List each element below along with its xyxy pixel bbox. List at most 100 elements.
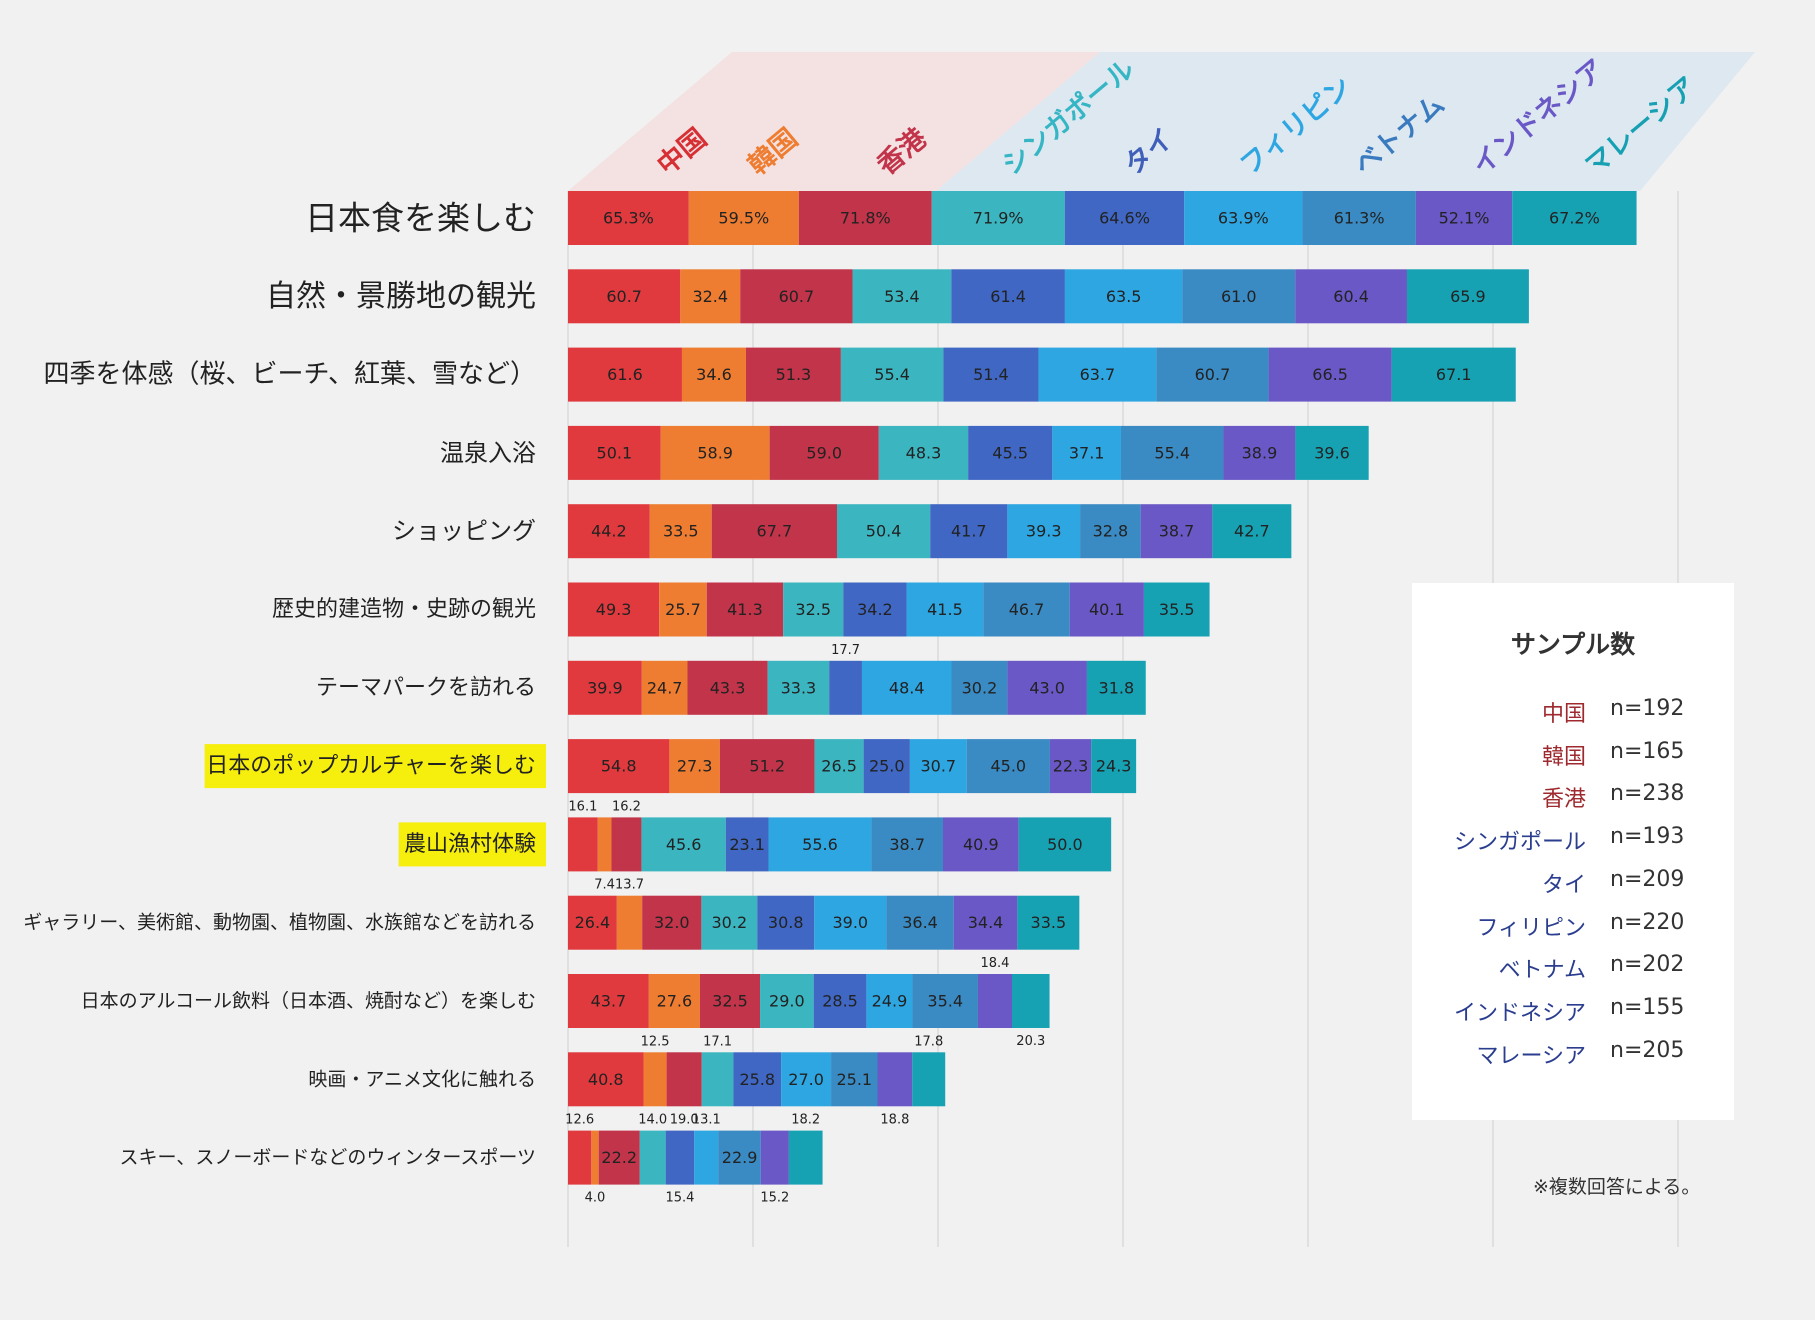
legend-country-name: 中国 (1541, 702, 1586, 727)
bar-value-label: 32.0 (654, 913, 690, 932)
bar-segment (760, 1130, 789, 1185)
bar-row: 温泉入浴 50.1 58.9 59.0 48.3 45.5 37.1 55.4 38.9 39.6 (440, 425, 1369, 480)
bar-value-label: 39.3 (1026, 522, 1062, 541)
bar-value-label: 65.9 (1450, 287, 1486, 306)
legend-sample-size: n=209 (1610, 866, 1685, 892)
bar-segment (968, 425, 1053, 480)
bar-value-label: 40.9 (963, 835, 999, 854)
bar-segment (568, 191, 689, 245)
bar-value-label: 42.7 (1234, 522, 1270, 541)
bar-value-label: 27.3 (677, 757, 713, 776)
bar-segment (1007, 504, 1081, 559)
bar-value-label: 31.8 (1099, 678, 1135, 697)
bar-value-label: 13.7 (615, 878, 644, 893)
bar-value-label: 7.4 (594, 877, 615, 892)
bar-segment (863, 739, 910, 794)
bar-segment (616, 895, 643, 950)
bar-value-label: 50.4 (866, 522, 902, 541)
southeast-asia-header-band (936, 52, 1755, 191)
bar-value-label: 30.2 (962, 678, 998, 697)
legend-sample-size: n=165 (1610, 738, 1685, 764)
bar-rows: 日本食を楽しむ 65.3% 59.5% 71.8% 71.9% 64.6% 63.9% 61.… (23, 191, 1637, 1206)
bar-segment (843, 582, 907, 637)
bar-value-label: 55.6 (802, 835, 838, 854)
bar-value-label: 38.7 (889, 835, 925, 854)
bar-segment (701, 1052, 734, 1107)
category-label: 四季を体感（桜、ビーチ、紅葉、雪など） (44, 360, 536, 390)
bar-segment (669, 739, 720, 794)
bar-value-label: 13.1 (692, 1113, 721, 1128)
bar-segment (852, 269, 952, 324)
bar-segment (768, 817, 872, 872)
bar-row: スキー、スノーボードなどのウィンタースポーツ 12.6 4.0 22.2 14.0 15.… (120, 1113, 823, 1206)
bar-value-label: 38.7 (1159, 522, 1195, 541)
legend-country-name: 韓国 (1541, 744, 1586, 770)
bar-value-label: 45.6 (666, 835, 702, 854)
bar-value-label: 32.8 (1093, 522, 1129, 541)
legend-row: 韓国 n=165 (1412, 739, 1734, 779)
legend-country-name: 香港 (1541, 787, 1586, 813)
bar-value-label: 35.4 (927, 992, 963, 1011)
category-label: 日本のポップカルチャーを楽しむ (206, 754, 536, 779)
bar-segment (871, 817, 943, 872)
bar-segment (829, 660, 862, 715)
bar-segment (666, 1052, 702, 1107)
bar-value-label: 38.9 (1242, 443, 1278, 462)
bar-segment (814, 895, 887, 950)
bar-value-label: 50.1 (597, 443, 633, 462)
bar-value-label: 49.3 (596, 600, 632, 619)
bar-segment (783, 582, 844, 637)
bar-segment (814, 739, 864, 794)
legend-sample-size: n=220 (1610, 909, 1685, 935)
bar-segment (711, 504, 837, 559)
bar-value-label: 33.5 (1031, 913, 1067, 932)
bar-segment (1223, 425, 1296, 480)
bar-value-label: 60.7 (779, 287, 815, 306)
bar-segment (1038, 347, 1157, 402)
bar-segment (1049, 739, 1092, 794)
bar-segment (942, 817, 1019, 872)
bar-value-label: 26.4 (575, 913, 611, 932)
category-label: スキー、スノーボードなどのウィンタースポーツ (120, 1147, 536, 1169)
bar-value-label: 12.6 (565, 1113, 594, 1128)
footnote: ※複数回答による。 (1533, 1176, 1701, 1198)
bar-value-label: 67.7 (757, 522, 793, 541)
bar-value-label: 24.3 (1096, 757, 1132, 776)
legend-row: 中国 n=192 (1412, 696, 1734, 736)
legend-sample-size: n=155 (1610, 994, 1685, 1020)
bar-value-label: 22.3 (1053, 757, 1089, 776)
bar-segment (688, 191, 799, 245)
bar-value-label: 63.5 (1106, 287, 1142, 306)
bar-segment (1302, 191, 1416, 245)
bar-value-label: 34.4 (968, 913, 1004, 932)
bar-segment (568, 817, 598, 872)
bar-segment (781, 1052, 832, 1107)
bar-segment (813, 974, 867, 1028)
bar-value-label: 18.8 (880, 1112, 909, 1127)
bar-value-label: 26.5 (821, 757, 857, 776)
sample-size-legend: サンプル数 中国 n=192 韓国 n=165 香港 n=238 シンガポール n=193 タイ… (1412, 583, 1734, 1120)
legend-country-name: マレーシア (1476, 1043, 1586, 1069)
bar-segment (757, 895, 815, 950)
bar-segment (725, 817, 769, 872)
bar-value-label: 16.2 (612, 799, 641, 814)
bar-value-label: 39.9 (587, 678, 623, 697)
category-label: 農山漁村体験 (404, 832, 536, 857)
bar-value-label: 51.3 (776, 365, 812, 384)
bar-segment (568, 739, 670, 794)
bar-row: 農山漁村体験 16.1 7.4 16.2 45.6 23.1 55.6 38.7 40.9 50.… (398, 799, 1112, 892)
bar-segment (1512, 191, 1637, 245)
bar-segment (760, 974, 814, 1028)
legend-row: フィリピン n=220 (1412, 910, 1734, 950)
bar-segment (1064, 191, 1185, 245)
bar-segment (1140, 504, 1213, 559)
bar-value-label: 34.6 (696, 365, 732, 384)
bar-segment (643, 1052, 667, 1107)
bar-value-label: 25.1 (836, 1070, 872, 1089)
bar-value-label: 40.1 (1089, 600, 1125, 619)
bar-value-label: 17.8 (914, 1034, 943, 1049)
bar-value-label: 30.7 (920, 757, 956, 776)
category-label: 歴史的建造物・史跡の観光 (272, 597, 536, 622)
bar-value-label: 45.0 (990, 757, 1026, 776)
bar-value-label: 32.5 (712, 992, 748, 1011)
